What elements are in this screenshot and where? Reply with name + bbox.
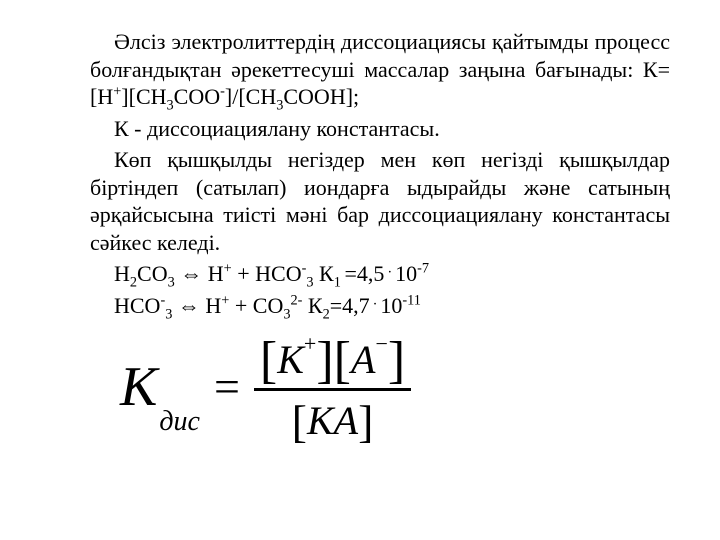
equation-line-2: HCO-3 ⇔ H+ + CO32- К2=4,7 . 10-11 <box>90 292 670 320</box>
eq1-exp: -7 <box>417 261 429 277</box>
eq1-plus: + <box>224 261 232 277</box>
slide-page: Әлсіз электролиттердің диссоциациясы қай… <box>0 0 720 540</box>
eq1-H: H <box>114 261 130 286</box>
formula-fraction: [K+][A−] [KA] <box>254 329 411 444</box>
paragraph-2: К - диссоциациялану константасы. <box>90 115 670 143</box>
num-K: K <box>277 337 304 382</box>
eq1-K: К <box>319 261 334 286</box>
num-lb1: [ <box>260 332 277 389</box>
num-lb2: [ <box>334 332 351 389</box>
eq1-pl: + <box>232 261 255 286</box>
eq2-dot: . <box>370 292 381 308</box>
den-rb: ] <box>358 396 373 447</box>
num-sup2: − <box>375 331 387 356</box>
eq1-val: =4,5 <box>344 261 384 286</box>
eq1-ten: 10 <box>395 261 417 286</box>
eq1-CO: CO <box>137 261 168 286</box>
eq2-ten: 10 <box>380 293 402 318</box>
den-KA: KA <box>307 398 358 443</box>
eq2-3b: 3 <box>283 306 290 322</box>
formula-K-sub: дис <box>159 406 200 438</box>
eq1-3: 3 <box>168 274 175 290</box>
formula-denominator: [KA] <box>286 394 380 444</box>
eq1-arrow: ⇔ <box>175 261 208 286</box>
p1-text-b: ][СН <box>121 84 166 109</box>
num-A: A <box>351 337 375 382</box>
paragraph-1: Әлсіз электролиттердің диссоциациясы қай… <box>90 28 670 111</box>
eq1-3b: 3 <box>306 274 313 290</box>
eq2-2: 2 <box>323 306 330 322</box>
p1-text-e: СООН]; <box>283 84 359 109</box>
eq2-Hp: H <box>205 293 221 318</box>
eq2-val: =4,7 <box>330 293 370 318</box>
dissociation-constant-formula: K дис = [K+][A−] [KA] <box>120 329 670 444</box>
formula-numerator: [K+][A−] <box>254 329 411 385</box>
eq2-K: К <box>308 293 323 318</box>
p1-text-d: ]/[СН <box>225 84 276 109</box>
eq2-CO: CO <box>253 293 284 318</box>
eq1-1: 1 <box>334 274 345 290</box>
eq2-2m: 2- <box>290 292 302 308</box>
num-rb2: ] <box>388 332 405 389</box>
p1-sub-1: 3 <box>167 97 174 113</box>
num-rb1: ] <box>316 332 333 389</box>
eq1-2: 2 <box>130 274 137 290</box>
eq2-pl: + <box>229 293 252 318</box>
equation-line-1: H2CO3 ⇔ H+ + HCO-3 К1 =4,5 . 10-7 <box>90 260 670 288</box>
eq2-HCO: HCO <box>114 293 160 318</box>
formula-K: K <box>120 355 157 419</box>
eq1-Hp: H <box>208 261 224 286</box>
formula-equals: = <box>214 360 240 413</box>
den-lb: [ <box>292 396 307 447</box>
p1-text-c: СОО <box>174 84 220 109</box>
eq1-dot: . <box>384 261 395 277</box>
paragraph-3: Көп қышқылды негіздер мен көп негізді қы… <box>90 146 670 256</box>
num-sup1: + <box>304 331 316 356</box>
eq2-arrow: ⇔ <box>172 293 205 318</box>
eq1-HCO: HCO <box>255 261 301 286</box>
eq2-exp: -11 <box>402 292 421 308</box>
